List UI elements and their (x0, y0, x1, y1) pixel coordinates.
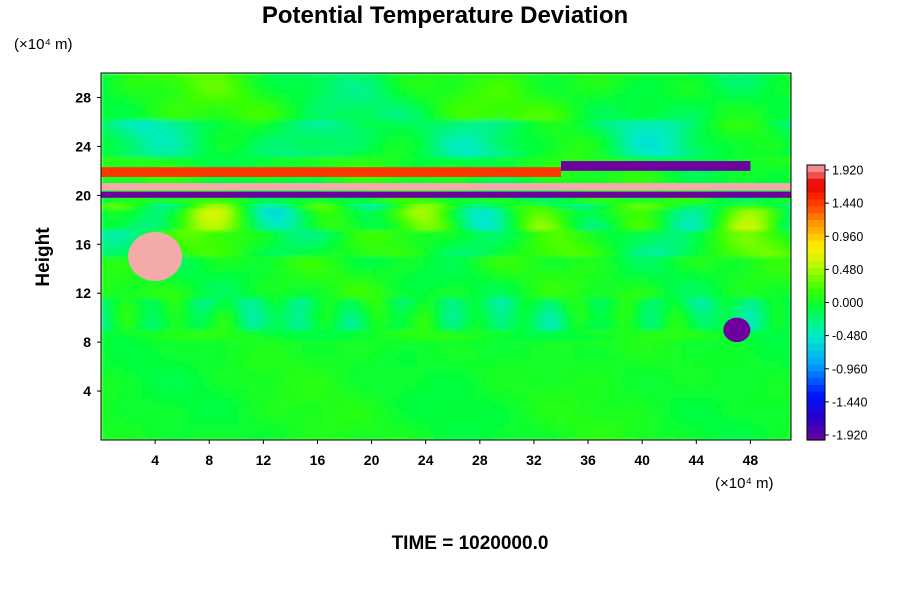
colorbar-label: 1.920 (832, 164, 863, 178)
colorbar-swatch (807, 240, 825, 249)
x-tick-label: 28 (472, 452, 488, 468)
colorbar-swatch (807, 213, 825, 221)
colorbar-swatch (807, 192, 825, 200)
colorbar-swatch (807, 419, 825, 427)
feature-blob (723, 317, 751, 343)
colorbar-swatch (807, 171, 825, 180)
colorbar-swatch (807, 268, 825, 276)
x-tick-label: 36 (580, 452, 596, 468)
x-tick-label: 44 (689, 452, 705, 468)
colorbar-swatch (807, 302, 825, 310)
x-axis-unit: (×10⁴ m) (715, 475, 774, 492)
x-axis-ticks: 4 8 12 16 20 24 28 32 36 40 44 48 (151, 440, 758, 468)
colorbar-swatch (807, 433, 825, 441)
colorbar-label: -0.960 (832, 362, 867, 376)
colorbar-swatch (807, 226, 825, 235)
colorbar-swatch (807, 336, 825, 345)
x-tick-label: 24 (418, 452, 434, 468)
y-tick-label: 20 (75, 187, 91, 203)
colorbar-label: 1.440 (832, 197, 863, 211)
colorbar-swatch (807, 199, 825, 207)
colorbar-swatch (807, 316, 825, 324)
colorbar-swatch (807, 261, 825, 269)
colorbar-swatch (807, 398, 825, 407)
colorbar-swatch (807, 391, 825, 400)
y-axis-ticks: 4 8 12 16 20 24 28 (75, 89, 101, 399)
y-axis-unit: (×10⁴ m) (14, 36, 73, 53)
colorbar-swatch (807, 309, 825, 317)
x-tick-label: 4 (151, 452, 159, 468)
colorbar-swatch (807, 330, 825, 338)
x-tick-label: 48 (743, 452, 759, 468)
colorbar-swatch (807, 185, 825, 194)
colorbar-swatch (807, 364, 825, 372)
colorbar-swatch (807, 233, 825, 242)
colorbar-label: -0.480 (832, 329, 867, 343)
x-tick-label: 16 (310, 452, 326, 468)
colorbar-swatch (807, 371, 825, 379)
y-tick-label: 4 (83, 383, 91, 399)
feature-band (101, 183, 791, 191)
y-tick-label: 8 (83, 334, 91, 350)
colorbar-swatch (807, 295, 825, 304)
colorbar-swatch (807, 281, 825, 290)
colorbar-swatch (807, 178, 825, 187)
x-tick-label: 8 (205, 452, 213, 468)
colorbar-swatch (807, 288, 825, 297)
x-tick-label: 20 (364, 452, 380, 468)
colorbar-swatch (807, 357, 825, 365)
y-tick-label: 28 (75, 89, 91, 105)
colorbar-label: 0.000 (832, 296, 863, 310)
colorbar-swatch (807, 405, 825, 414)
colorbar-swatch (807, 385, 825, 393)
y-tick-label: 24 (75, 138, 91, 154)
colorbar-label: -1.440 (832, 395, 867, 409)
colorbar-swatch (807, 165, 825, 173)
colorbar-swatch (807, 350, 825, 359)
colorbar-swatch (807, 254, 825, 262)
colorbar-swatch (807, 412, 825, 420)
colorbar-swatch (807, 206, 825, 214)
colorbar-swatch (807, 247, 825, 255)
colorbar: 1.920 1.440 0.960 0.480 0.000 -0.480 -0.960 -1.… (806, 164, 867, 443)
x-tick-label: 32 (526, 452, 542, 468)
colorbar-swatch (807, 426, 825, 434)
plot-frame (100, 72, 792, 441)
feature-band (561, 161, 751, 171)
feature-blob (128, 232, 183, 281)
x-tick-label: 40 (634, 452, 650, 468)
heatmap-field (101, 73, 791, 440)
colorbar-swatch (807, 275, 825, 283)
y-tick-label: 12 (75, 285, 91, 301)
time-annotation: TIME = 1020000.0 (392, 533, 549, 554)
colorbar-label: 0.480 (832, 263, 863, 277)
y-axis-label: Height (33, 227, 54, 287)
colorbar-label: 0.960 (832, 230, 863, 244)
colorbar-swatch (807, 378, 825, 386)
colorbar-label: -1.920 (832, 429, 867, 443)
colorbar-swatch (807, 343, 825, 352)
chart-title: Potential Temperature Deviation (262, 2, 628, 29)
feature-band (101, 167, 561, 177)
y-tick-label: 16 (75, 236, 91, 252)
colorbar-swatch (807, 220, 825, 228)
colorbar-swatch (807, 323, 825, 331)
feature-band (101, 191, 791, 198)
heatmap-features (101, 161, 791, 343)
x-tick-label: 12 (256, 452, 272, 468)
